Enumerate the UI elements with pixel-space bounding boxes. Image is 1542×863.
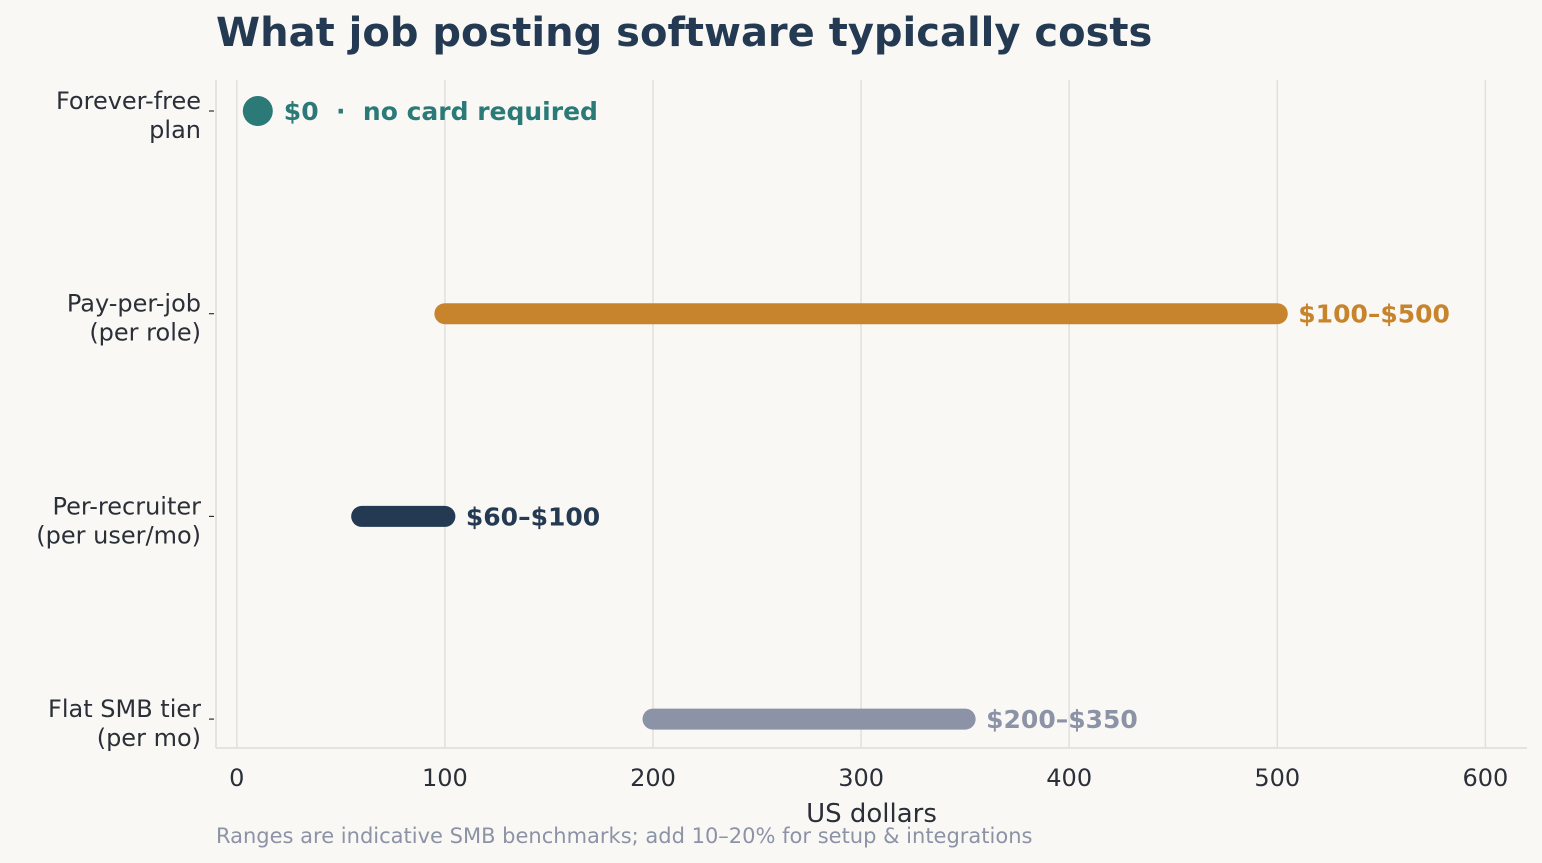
footnote: Ranges are indicative SMB benchmarks; ad… bbox=[216, 824, 1033, 848]
x-axis-label: US dollars bbox=[806, 799, 937, 829]
range-point bbox=[242, 96, 273, 126]
category-label: Flat SMB tier (per mo) bbox=[48, 695, 201, 752]
x-tick-label: 300 bbox=[838, 764, 884, 792]
category-label: Per-recruiter (per user/mo) bbox=[36, 492, 201, 549]
x-tick-label: 500 bbox=[1254, 764, 1300, 792]
x-tick-label: 100 bbox=[422, 764, 468, 792]
x-tick-label: 0 bbox=[229, 764, 244, 792]
chart-title: What job posting software typically cost… bbox=[216, 10, 1153, 56]
category-label: Pay-per-job (per role) bbox=[67, 290, 201, 347]
range-value-label: $200–$350 bbox=[986, 705, 1138, 734]
range-value-label: $100–$500 bbox=[1298, 300, 1450, 329]
range-value-label: $60–$100 bbox=[466, 502, 600, 531]
x-tick-label: 600 bbox=[1462, 764, 1508, 792]
x-tick-label: 200 bbox=[630, 764, 676, 792]
range-value-label: $0 · no card required bbox=[284, 97, 598, 126]
x-tick-label: 400 bbox=[1046, 764, 1092, 792]
category-label: Forever-free plan bbox=[56, 87, 201, 144]
